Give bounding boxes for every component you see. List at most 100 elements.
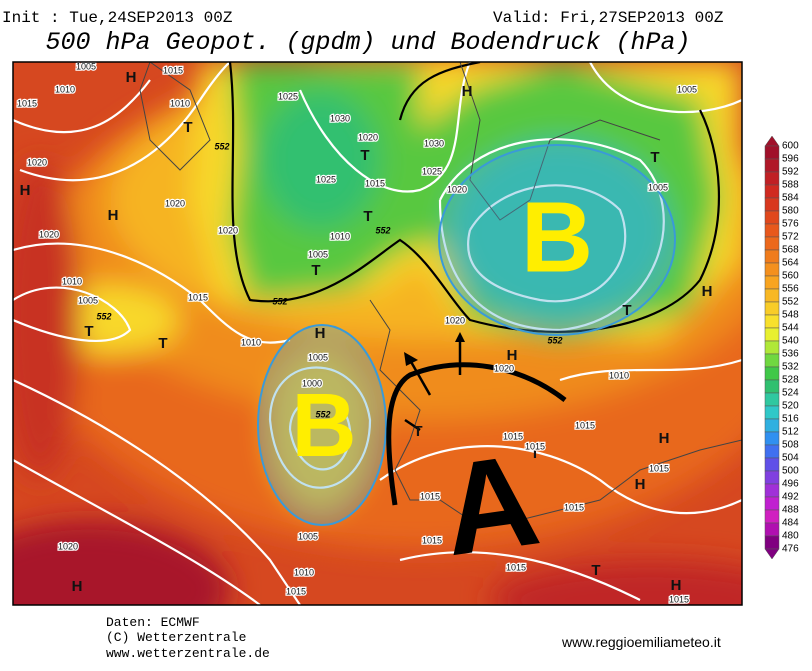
isobar-label: 1015: [163, 65, 183, 75]
site-url: www.reggioemiliameteo.it: [561, 634, 721, 650]
pressure-center: H: [702, 283, 713, 300]
colorbar-swatch: [764, 249, 780, 264]
isobar-label: 1025: [422, 166, 442, 176]
isobar-label: 1015: [669, 594, 689, 604]
colorbar-swatch: [764, 158, 780, 173]
isobar-label: 1020: [358, 132, 378, 142]
isobar-label: 1010: [170, 98, 190, 108]
isobar-label: 1020: [447, 184, 467, 194]
isobar-label: 1010: [609, 370, 629, 380]
colorbar-swatch: [764, 327, 780, 342]
isobar-label: 1005: [648, 182, 668, 192]
isobar-label: 1015: [422, 535, 442, 545]
pressure-center: H: [507, 347, 518, 364]
colorbar-swatch: [764, 392, 780, 407]
colorbar-label: 552: [782, 297, 799, 308]
colorbar-label: 524: [782, 388, 799, 399]
colorbar: 600 596 592 588 584 580 576 572 568 564 560 556 552 5…: [764, 135, 799, 560]
height-label: 552: [272, 296, 287, 306]
isobar-label: 1010: [62, 276, 82, 286]
isobar-label: 1030: [424, 138, 444, 148]
colorbar-label: 584: [782, 193, 799, 204]
pressure-center: T: [158, 335, 167, 352]
isobar-label: 1015: [649, 463, 669, 473]
isobar-label: 1020: [494, 363, 514, 373]
colorbar-label: 592: [782, 167, 799, 178]
pressure-center: T: [311, 262, 320, 279]
colorbar-label: 568: [782, 245, 799, 256]
isobar-label: 1020: [27, 157, 47, 167]
pressure-center: H: [462, 83, 473, 100]
isobar-label: 1005: [298, 531, 318, 541]
isobar-label: 1015: [286, 586, 306, 596]
pressure-center: T: [622, 302, 631, 319]
colorbar-cap: [764, 548, 780, 560]
isobar-label: 1015: [575, 420, 595, 430]
colorbar-label: 504: [782, 453, 799, 464]
pressure-center: H: [315, 325, 326, 342]
colorbar-swatch: [764, 262, 780, 277]
height-label: 552: [547, 335, 562, 345]
pressure-center: H: [108, 207, 119, 224]
pressure-center: H: [20, 182, 31, 199]
colorbar-label: 536: [782, 349, 799, 360]
isobar-label: 1015: [365, 178, 385, 188]
pressure-center: T: [650, 149, 659, 166]
pressure-center: T: [363, 208, 372, 225]
colorbar-label: 500: [782, 466, 799, 477]
isobar-label: 1015: [420, 491, 440, 501]
colorbar-label: 480: [782, 531, 799, 542]
isobar-label: 1010: [241, 337, 261, 347]
colorbar-label: 520: [782, 401, 799, 412]
pressure-center: T: [84, 323, 93, 340]
isobar-label: 1025: [278, 91, 298, 101]
isobars: [13, 62, 742, 605]
colorbar-label: 492: [782, 492, 799, 503]
colorbar-swatch: [764, 457, 780, 472]
colorbar-label: 488: [782, 505, 799, 516]
colorbar-label: 580: [782, 206, 799, 217]
pressure-center: T: [360, 147, 369, 164]
map-area: H H H H H H H H H H H T T T T T T T T T T T 1005 1015 1010 1025 10…: [13, 62, 742, 605]
low-area: [438, 144, 676, 336]
arrow-heads: [404, 332, 465, 366]
isobar-label: 1015: [188, 292, 208, 302]
colorbar-label: 528: [782, 375, 799, 386]
colorbar-swatch: [764, 301, 780, 316]
height-label: 552: [315, 409, 330, 419]
isobar-label: 1005: [308, 249, 328, 259]
map-title: 500 hPa Geopot. (gpdm) und Bodendruck (h…: [45, 28, 690, 57]
colorbar-label: 540: [782, 336, 799, 347]
valid-time: Valid: Fri,27SEP2013 00Z: [493, 9, 724, 27]
isobar-label: 1025: [316, 174, 336, 184]
colorbar-swatch: [764, 353, 780, 368]
colorbar-cap: [764, 135, 780, 147]
colorbar-swatch: [764, 171, 780, 186]
colorbar-label: 508: [782, 440, 799, 451]
colorbar-label: 588: [782, 180, 799, 191]
colorbar-swatch: [764, 197, 780, 212]
isobar-label: 1010: [330, 231, 350, 241]
colorbar-swatch: [764, 418, 780, 433]
colorbar-swatch: [764, 379, 780, 394]
isobar-label: 1030: [330, 113, 350, 123]
isobar-label: 1020: [218, 225, 238, 235]
isobar-label: 1015: [506, 562, 526, 572]
pressure-center: H: [671, 577, 682, 594]
isobar-label: 1015: [17, 98, 37, 108]
colorbar-label: 544: [782, 323, 799, 334]
coastlines: [139, 62, 742, 521]
isobar-label: 1010: [294, 567, 314, 577]
colorbar-swatch: [764, 184, 780, 199]
field-shading: [13, 62, 742, 605]
footer-url: www.wetterzentrale.de: [106, 646, 270, 661]
high-ridge: [386, 340, 567, 506]
colorbar-label: 516: [782, 414, 799, 425]
feature-letter: B: [292, 376, 357, 476]
footer-data: Daten: ECMWF: [106, 615, 200, 630]
colorbar-label: 484: [782, 518, 799, 529]
isobar-label: 1005: [677, 84, 697, 94]
isobar-label: 1005: [308, 352, 328, 362]
pressure-center: T: [530, 445, 539, 462]
